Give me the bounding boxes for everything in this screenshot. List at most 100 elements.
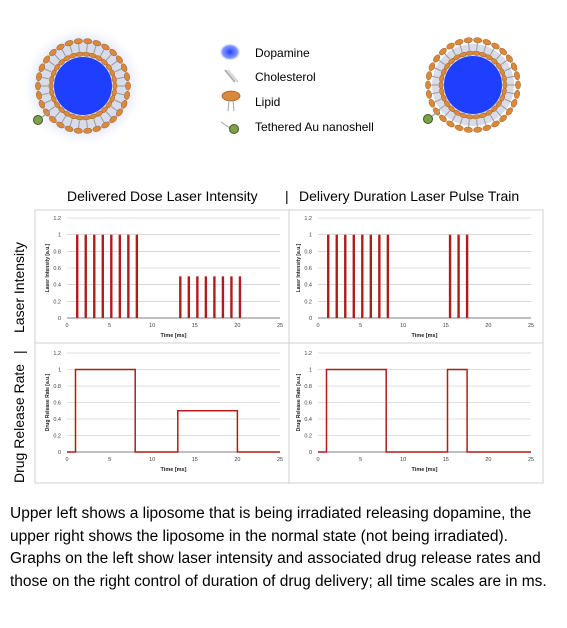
laser-pulse [221, 276, 225, 318]
y-tick-label: 0 [58, 316, 61, 322]
lipid-head-inner [48, 82, 54, 90]
y-tick-label: 0.8 [304, 249, 312, 255]
lipid-head-outer [514, 71, 520, 81]
lipid-head-outer [463, 126, 473, 133]
y-tick-label: 0 [309, 316, 312, 322]
x-tick-label: 20 [485, 323, 491, 329]
x-tick-label: 5 [108, 457, 111, 463]
y-tick-label: 0 [58, 450, 61, 456]
laser-pulse [361, 234, 364, 318]
lipid-tail [47, 106, 55, 112]
lipid-head-outer [35, 81, 41, 91]
chart-duration-laser-intensity: 0 0.2 0.4 0.6 0.8 1 1.2 0 5 10 15 20 25 Time [ms] Lase… [296, 216, 534, 339]
legend-item-dopamine: Dopamine [219, 43, 310, 61]
legend-label-lipid: Lipid [255, 95, 280, 109]
laser-pulse [135, 234, 139, 318]
lipid-head-outer [92, 40, 102, 47]
col-title-dose: Delivered Dose Laser Intensity [67, 188, 258, 204]
lipid-tail [437, 105, 445, 111]
y-tick-label: 0.6 [53, 266, 61, 272]
release-rate-line [67, 368, 280, 453]
lipid-tail [501, 105, 509, 111]
lipid-tail [117, 92, 126, 96]
lipid-head-outer [446, 42, 455, 50]
lipid-head-outer [473, 37, 483, 44]
lipid-head-outer [109, 115, 117, 124]
laser-pulse [187, 276, 191, 318]
lipid-head-outer [514, 89, 520, 99]
legend-item-au-nanoshell: Tethered Au nanoshell [220, 120, 374, 134]
lipid-tail [40, 92, 49, 96]
laser-pulse [84, 234, 87, 318]
lipid-tail [501, 59, 509, 65]
laser-pulse [101, 234, 104, 318]
y-tick-label: 1 [309, 233, 312, 239]
lipid-tail [443, 110, 450, 118]
lipid-head-outer [38, 100, 46, 109]
y-tick-label: 1.2 [304, 216, 312, 222]
dopamine-core [444, 56, 502, 114]
y-tick-label: 0.4 [304, 283, 312, 289]
lipid-tail [483, 118, 487, 127]
y-tick-label: 0.2 [53, 434, 61, 440]
y-tick-label: 0.6 [304, 266, 312, 272]
irradiated-liposome-illustration [21, 24, 145, 148]
lipid-head-outer [73, 38, 83, 45]
lipid-tail [468, 119, 470, 128]
lipid-head-outer [505, 54, 513, 63]
lipid-tail [496, 110, 503, 118]
lipid-head-outer [83, 127, 93, 134]
legend: Dopamine Cholesterol Lipid Tethered Au n… [219, 43, 374, 134]
x-axis-label: Time [ms] [161, 333, 187, 339]
legend-label-au-nanoshell: Tethered Au nanoshell [255, 120, 374, 134]
lipid-head-outer [120, 63, 128, 72]
lipid-head-outer [454, 39, 464, 46]
x-tick-label: 0 [65, 457, 68, 463]
dopamine-core [54, 57, 112, 115]
x-tick-label: 20 [485, 457, 491, 463]
au-nanoshell [423, 114, 433, 124]
lipid-head-outer [101, 121, 110, 129]
au-nanoshell [33, 115, 43, 125]
y-tick-label: 1 [58, 233, 61, 239]
lipid-tail [43, 99, 52, 104]
lipid-tail [490, 115, 495, 123]
lipid-head-outer [36, 90, 42, 100]
tether [430, 109, 441, 118]
lipid-head-outer [124, 72, 130, 82]
lipid-tail [490, 47, 495, 55]
col-title-separator: | [285, 188, 289, 204]
lipid-head-outer [115, 108, 123, 117]
lipid-tail [468, 42, 470, 51]
lipid-head-outer [510, 62, 518, 71]
lipid-tail [106, 111, 113, 119]
lipid-head-outer [446, 120, 455, 128]
x-axis-label: Time [ms] [161, 467, 187, 473]
lipid-tail [451, 47, 456, 55]
lipid-tail [117, 76, 126, 80]
x-tick-label: 25 [277, 323, 283, 329]
y-tick-label: 1 [309, 368, 312, 374]
y-tick-label: 0.4 [53, 283, 61, 289]
x-tick-label: 25 [528, 323, 534, 329]
row-titles: Drug Release Rate | Laser Intensity [11, 242, 27, 483]
y-tick-label: 0.2 [304, 434, 312, 440]
lipid-tail [111, 60, 119, 66]
lipid-head-outer [124, 90, 130, 100]
lipid-tail [507, 91, 516, 95]
lipid-head-outer [56, 43, 65, 51]
x-tick-label: 10 [400, 323, 406, 329]
x-tick-label: 10 [400, 457, 406, 463]
lipid-tail [504, 67, 513, 72]
x-tick-label: 25 [528, 457, 534, 463]
cholesterol-icon [224, 69, 239, 83]
lipid-head-outer [491, 120, 500, 128]
lipid-tail [69, 44, 73, 53]
lipid-head-outer [73, 127, 83, 134]
lipid-tail [114, 68, 123, 73]
y-axis-label: Laser Intensity [a.u.] [296, 243, 302, 292]
row-title-separator: | [11, 350, 27, 354]
figure-caption: Upper left shows a liposome that is bein… [10, 505, 547, 590]
laser-pulse [352, 234, 355, 318]
lipid-head-outer [92, 125, 102, 132]
